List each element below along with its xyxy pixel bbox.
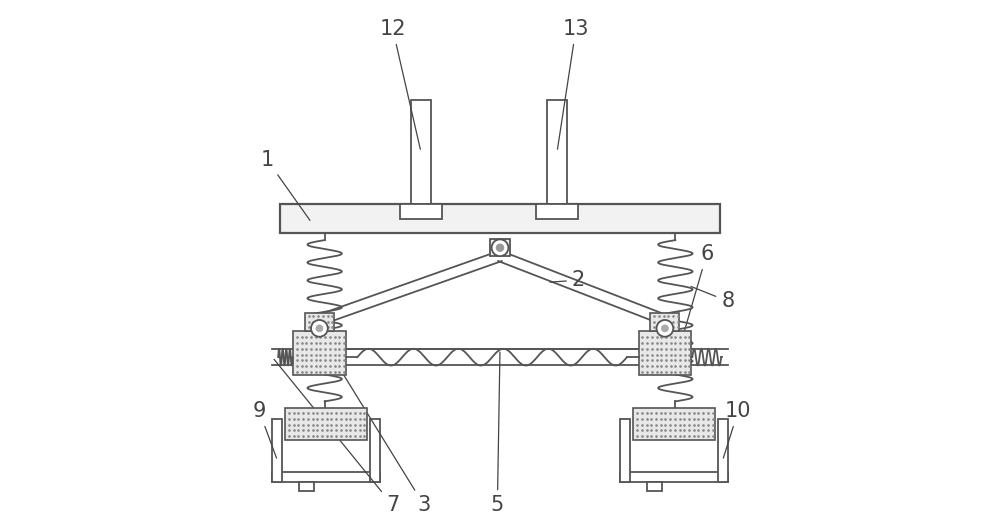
Bar xyxy=(647,482,662,491)
Bar xyxy=(633,408,715,440)
Text: 1: 1 xyxy=(260,150,310,221)
Bar xyxy=(620,419,630,482)
Bar xyxy=(620,472,728,482)
Bar xyxy=(718,419,728,482)
Circle shape xyxy=(496,244,504,251)
Text: 12: 12 xyxy=(379,19,420,149)
Text: 13: 13 xyxy=(557,19,589,149)
Bar xyxy=(650,313,679,331)
Text: 3: 3 xyxy=(326,346,431,515)
Bar xyxy=(299,482,314,491)
Circle shape xyxy=(311,320,328,337)
Bar xyxy=(293,331,346,376)
Bar xyxy=(536,204,578,219)
Text: 5: 5 xyxy=(491,352,504,515)
Bar xyxy=(490,240,510,256)
Bar xyxy=(272,419,282,482)
Bar xyxy=(370,419,380,482)
Bar xyxy=(400,204,442,219)
Bar xyxy=(280,204,720,233)
Bar xyxy=(285,408,367,440)
Bar xyxy=(305,313,334,331)
Circle shape xyxy=(492,240,508,256)
Text: 10: 10 xyxy=(723,401,751,458)
Bar xyxy=(272,472,380,482)
Text: 9: 9 xyxy=(253,401,277,458)
Text: 8: 8 xyxy=(691,287,734,311)
Text: 7: 7 xyxy=(274,359,399,515)
Circle shape xyxy=(316,325,323,332)
Bar xyxy=(639,331,691,376)
Circle shape xyxy=(657,320,673,337)
Bar xyxy=(547,99,567,204)
Text: 2: 2 xyxy=(550,270,585,290)
Bar xyxy=(411,99,431,204)
Circle shape xyxy=(661,325,668,332)
Text: 6: 6 xyxy=(679,244,713,351)
